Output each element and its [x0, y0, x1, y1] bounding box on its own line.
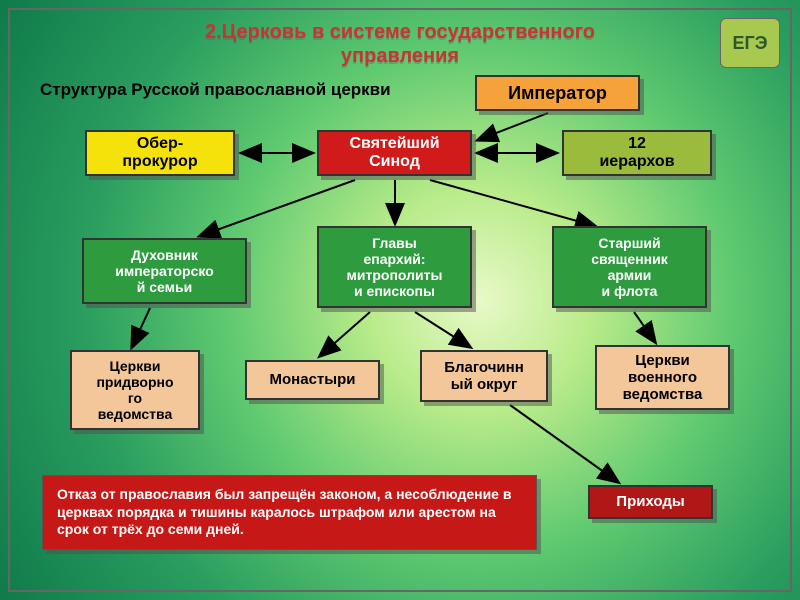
node-eparchs: Главы епархий: митрополиты и епископы: [317, 226, 472, 308]
node-hierarchs: 12 иерархов: [562, 130, 712, 176]
law-note: Отказ от православия был запрещён законо…: [42, 475, 537, 550]
node-confessor: Духовник императорско й семьи: [82, 238, 247, 304]
node-emperor: Император: [475, 75, 640, 111]
slide-subtitle: Структура Русской православной церкви: [40, 80, 391, 100]
ege-logo: ЕГЭ: [720, 18, 780, 68]
slide-title: 2.Церковь в системе государственного упр…: [150, 20, 650, 68]
node-synod: Святейший Синод: [317, 130, 472, 176]
node-court: Церкви придворно го ведомства: [70, 350, 200, 430]
node-okrug: Благочинн ый округ: [420, 350, 548, 402]
node-senior: Старший священник армии и флота: [552, 226, 707, 308]
node-ober: Обер- прокурор: [85, 130, 235, 176]
node-monastery: Монастыри: [245, 360, 380, 400]
node-parish: Приходы: [588, 485, 713, 519]
node-military: Церкви военного ведомства: [595, 345, 730, 410]
